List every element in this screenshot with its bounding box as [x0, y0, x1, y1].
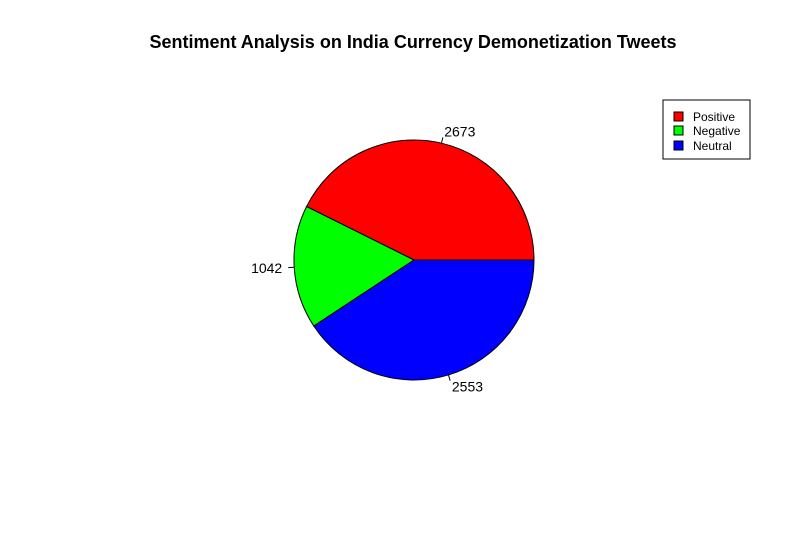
pie-slices [293, 139, 535, 381]
legend-item-positive: Positive [673, 110, 735, 124]
legend-swatch-negative [673, 125, 684, 136]
pie-labels: 2673 1042 2553 [251, 124, 483, 395]
legend-label-positive: Positive [693, 110, 735, 124]
legend-swatch-positive [673, 111, 684, 122]
legend: Positive Negative Neutral [662, 99, 751, 160]
legend-swatch-neutral [673, 140, 684, 151]
pie-label-tick-neutral [447, 374, 451, 381]
legend-label-negative: Negative [693, 124, 741, 138]
pie-label-negative: 1042 [251, 260, 282, 276]
legend-item-negative: Negative [673, 124, 741, 138]
legend-item-neutral: Neutral [673, 139, 732, 153]
chart-title: Sentiment Analysis on India Currency Dem… [149, 32, 676, 52]
pie-label-positive: 2673 [444, 124, 475, 140]
pie-slice-neutral [313, 259, 535, 381]
pie-label-tick-positive [440, 137, 444, 144]
pie-slice-negative [293, 205, 416, 327]
pie-label-neutral: 2553 [452, 378, 483, 394]
pie-slice-positive [305, 139, 535, 261]
legend-label-neutral: Neutral [693, 139, 732, 153]
